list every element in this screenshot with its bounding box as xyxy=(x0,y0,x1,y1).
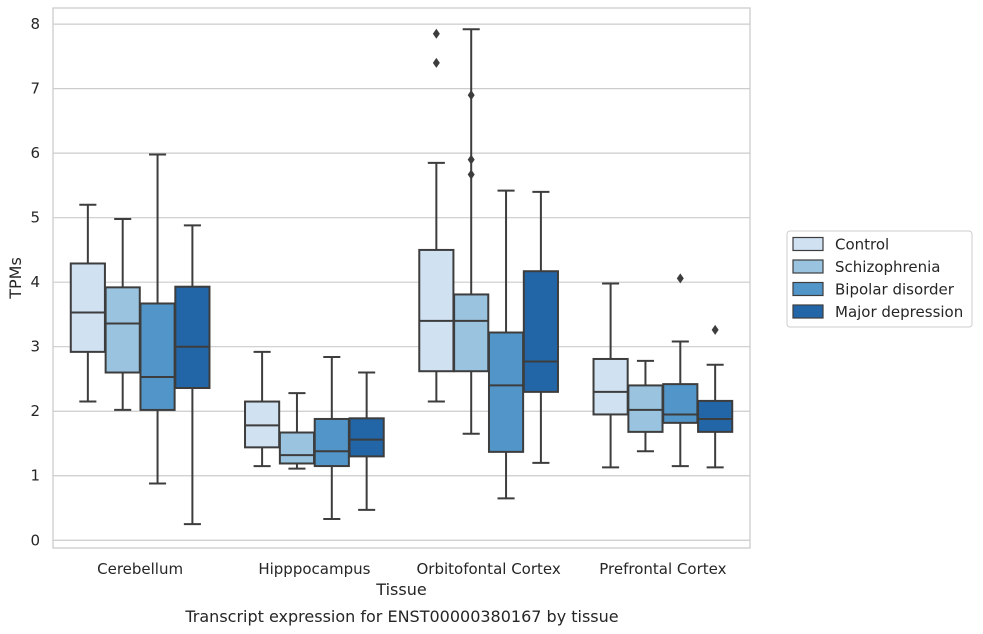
box-iqr xyxy=(139,302,176,411)
legend: Control Schizophrenia Bipolar disorder Majo… xyxy=(786,230,973,328)
box-iqr xyxy=(104,286,141,374)
box-schizophrenia xyxy=(453,28,490,435)
outlier-marker xyxy=(711,324,719,335)
legend-frame xyxy=(786,230,973,328)
x-tick-label: Orbitofontal Cortex xyxy=(417,560,561,578)
legend-label: Schizophrenia xyxy=(835,258,940,276)
y-tick-label: 7 xyxy=(30,80,40,98)
legend-swatch xyxy=(792,281,824,297)
box-iqr xyxy=(453,293,490,373)
figure-caption: Transcript expression for ENST0000038016… xyxy=(184,607,618,626)
legend-swatch xyxy=(792,236,824,252)
legend-label: Major depression xyxy=(835,303,963,321)
x-tick-label: Prefrontal Cortex xyxy=(599,560,726,578)
legend-label: Control xyxy=(835,236,889,254)
legend-label: Bipolar disorder xyxy=(835,281,955,299)
box-iqr xyxy=(174,285,211,390)
box-iqr xyxy=(697,399,734,433)
box-groups xyxy=(69,28,734,526)
box-iqr xyxy=(69,262,106,353)
box-major-depression xyxy=(174,224,211,526)
y-tick-label: 0 xyxy=(30,531,40,549)
box-control xyxy=(418,28,455,403)
outlier-marker xyxy=(467,169,475,180)
box-schizophrenia xyxy=(104,217,141,411)
box-major-depression xyxy=(348,371,385,511)
box-iqr xyxy=(313,417,350,468)
box-control xyxy=(69,203,106,403)
box-control xyxy=(592,282,629,469)
x-tick-labels: Cerebellum Hipppocampus Orbitofontal Corte… xyxy=(97,560,726,578)
box-iqr xyxy=(487,331,525,453)
box-iqr xyxy=(662,383,699,424)
plot-area-frame xyxy=(52,7,751,549)
box-iqr xyxy=(592,357,629,416)
box-major-depression xyxy=(522,190,559,464)
box-iqr xyxy=(522,270,559,393)
legend-swatch xyxy=(792,259,824,274)
box-major-depression xyxy=(697,324,734,469)
x-tick-label: Hipppocampus xyxy=(258,560,370,578)
box-bipolar-disorder xyxy=(313,356,350,520)
outlier-marker xyxy=(467,154,475,165)
x-tick-label: Cerebellum xyxy=(97,560,183,578)
y-tick-label: 5 xyxy=(30,209,40,227)
box-control xyxy=(244,350,281,468)
y-tick-label: 8 xyxy=(30,15,40,33)
y-tick-label: 1 xyxy=(30,467,40,485)
y-tick-label: 3 xyxy=(30,338,40,356)
outlier-marker xyxy=(676,273,684,284)
y-axis-label: TPMs xyxy=(6,257,25,300)
outlier-marker xyxy=(432,28,440,39)
box-iqr xyxy=(278,431,316,465)
box-schizophrenia xyxy=(627,359,664,453)
box-iqr xyxy=(348,417,385,458)
outlier-marker xyxy=(432,57,440,68)
box-bipolar-disorder xyxy=(487,189,525,500)
box-bipolar-disorder xyxy=(139,153,176,485)
y-tick-label: 4 xyxy=(30,273,40,291)
x-axis-label: Tissue xyxy=(375,580,426,599)
y-tick-label: 6 xyxy=(30,144,40,162)
outlier-marker xyxy=(467,90,475,101)
y-tick-labels: 0 1 2 3 4 5 6 7 8 xyxy=(30,15,40,549)
box-schizophrenia xyxy=(278,392,316,470)
box-bipolar-disorder xyxy=(662,273,699,468)
legend-swatch xyxy=(792,304,824,319)
box-iqr xyxy=(627,384,664,433)
y-tick-label: 2 xyxy=(30,402,40,420)
box-iqr xyxy=(418,248,455,373)
